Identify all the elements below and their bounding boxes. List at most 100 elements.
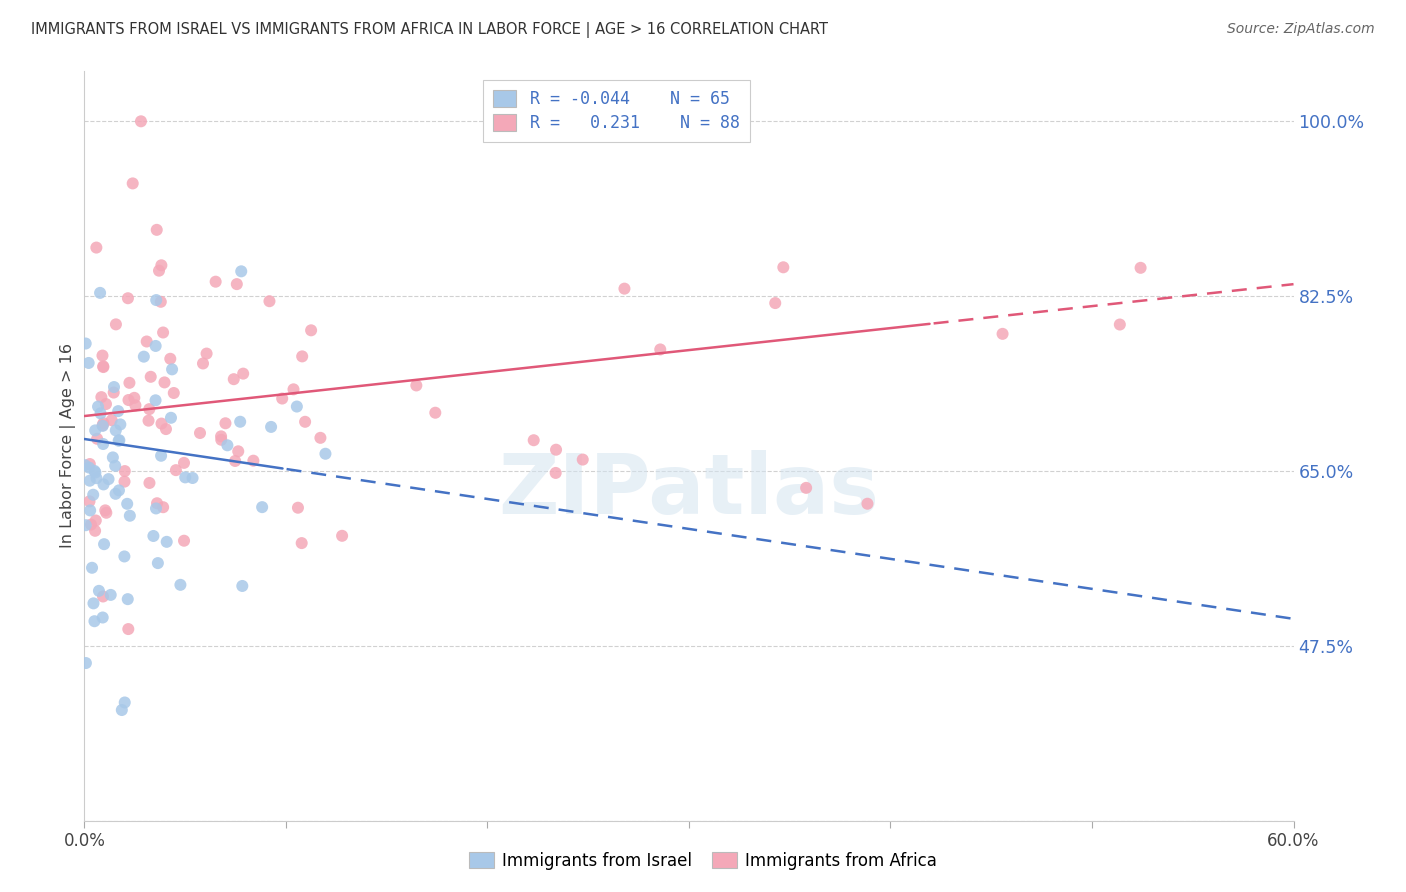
Point bbox=[225, 277, 247, 292]
Point bbox=[73, 458, 96, 472]
Point bbox=[75, 336, 97, 351]
Point bbox=[121, 177, 143, 191]
Point bbox=[91, 437, 114, 451]
Point bbox=[84, 424, 107, 438]
Point bbox=[80, 517, 103, 532]
Point bbox=[544, 442, 567, 457]
Point bbox=[229, 415, 252, 429]
Point bbox=[1129, 260, 1152, 275]
Point bbox=[148, 263, 170, 277]
Point bbox=[80, 561, 103, 575]
Point bbox=[77, 356, 100, 370]
Point bbox=[150, 417, 173, 431]
Point bbox=[94, 397, 117, 411]
Point bbox=[104, 318, 127, 332]
Point bbox=[132, 350, 155, 364]
Point bbox=[165, 463, 187, 477]
Point bbox=[226, 444, 249, 458]
Point bbox=[96, 506, 118, 520]
Point bbox=[544, 466, 567, 480]
Point bbox=[91, 610, 114, 624]
Point bbox=[571, 452, 593, 467]
Point bbox=[250, 500, 273, 515]
Point bbox=[83, 614, 105, 628]
Point bbox=[77, 460, 100, 475]
Point bbox=[991, 326, 1014, 341]
Point bbox=[299, 323, 322, 337]
Point bbox=[79, 503, 101, 517]
Point bbox=[138, 414, 160, 428]
Point bbox=[181, 471, 204, 485]
Point bbox=[145, 339, 167, 353]
Point bbox=[204, 275, 226, 289]
Point bbox=[149, 294, 172, 309]
Point bbox=[108, 433, 131, 447]
Point bbox=[86, 432, 108, 446]
Point bbox=[163, 386, 186, 401]
Point bbox=[93, 477, 115, 491]
Point bbox=[75, 656, 97, 670]
Point bbox=[173, 533, 195, 548]
Point bbox=[283, 382, 305, 396]
Point bbox=[150, 258, 173, 272]
Point bbox=[86, 241, 108, 255]
Point bbox=[107, 434, 129, 448]
Point bbox=[87, 583, 110, 598]
Text: ZIPatlas: ZIPatlas bbox=[499, 450, 879, 532]
Point bbox=[613, 282, 636, 296]
Point bbox=[152, 500, 174, 515]
Point bbox=[110, 417, 132, 432]
Text: Source: ZipAtlas.com: Source: ZipAtlas.com bbox=[1227, 22, 1375, 37]
Point bbox=[91, 359, 114, 374]
Point bbox=[156, 534, 179, 549]
Point bbox=[117, 291, 139, 305]
Point bbox=[794, 481, 817, 495]
Point bbox=[314, 447, 336, 461]
Point bbox=[309, 431, 332, 445]
Point bbox=[138, 475, 160, 490]
Point bbox=[209, 433, 232, 447]
Point bbox=[103, 385, 125, 400]
Point bbox=[75, 518, 97, 533]
Point bbox=[91, 349, 114, 363]
Point bbox=[83, 464, 105, 478]
Point bbox=[124, 398, 146, 412]
Point bbox=[222, 372, 245, 386]
Point bbox=[91, 418, 114, 433]
Point bbox=[425, 406, 447, 420]
Point bbox=[150, 449, 173, 463]
Point bbox=[115, 497, 138, 511]
Point bbox=[224, 454, 246, 468]
Point bbox=[124, 391, 146, 405]
Point bbox=[129, 114, 152, 128]
Point bbox=[114, 475, 136, 489]
Point bbox=[104, 458, 127, 473]
Point bbox=[107, 404, 129, 418]
Point bbox=[135, 334, 157, 349]
Text: IMMIGRANTS FROM ISRAEL VS IMMIGRANTS FROM AFRICA IN LABOR FORCE | AGE > 16 CORRE: IMMIGRANTS FROM ISRAEL VS IMMIGRANTS FRO… bbox=[31, 22, 828, 38]
Point bbox=[84, 524, 107, 538]
Point bbox=[188, 425, 211, 440]
Point bbox=[405, 378, 427, 392]
Point bbox=[100, 588, 122, 602]
Point bbox=[145, 223, 167, 237]
Point bbox=[93, 360, 115, 375]
Point bbox=[94, 503, 117, 517]
Point bbox=[118, 376, 141, 390]
Point bbox=[104, 487, 127, 501]
Point bbox=[97, 472, 120, 486]
Point bbox=[259, 294, 281, 309]
Point bbox=[114, 696, 136, 710]
Point bbox=[117, 592, 139, 607]
Point bbox=[79, 494, 101, 508]
Point bbox=[287, 500, 309, 515]
Point bbox=[89, 285, 111, 300]
Point bbox=[214, 417, 236, 431]
Point bbox=[231, 264, 253, 278]
Point bbox=[90, 406, 112, 420]
Point bbox=[104, 423, 127, 437]
Point bbox=[217, 438, 239, 452]
Point bbox=[152, 326, 174, 340]
Point bbox=[146, 496, 169, 510]
Point bbox=[285, 400, 308, 414]
